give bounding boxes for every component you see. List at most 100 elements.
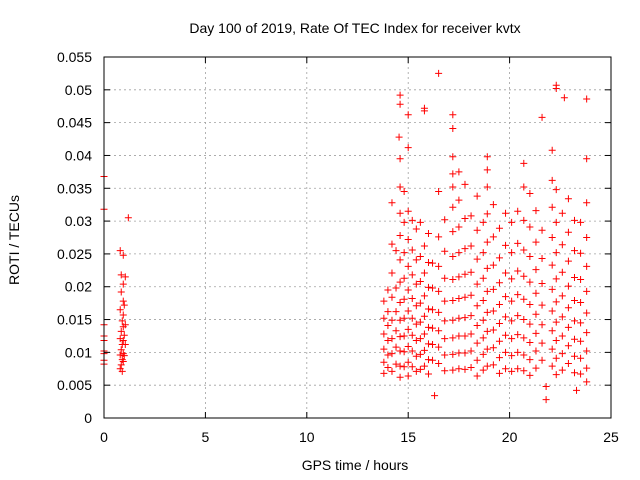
data-point — [558, 209, 566, 217]
data-point — [461, 293, 469, 301]
data-point — [395, 133, 403, 141]
data-point — [455, 314, 463, 322]
data-point — [441, 351, 449, 359]
data-point — [435, 69, 443, 77]
data-point — [514, 291, 522, 299]
data-point — [449, 350, 457, 358]
data-point — [408, 271, 416, 279]
data-point — [412, 320, 420, 328]
data-point — [552, 354, 560, 362]
data-point — [420, 312, 428, 320]
data-point — [420, 242, 428, 250]
data-point — [449, 170, 457, 178]
data-point — [400, 188, 408, 196]
data-point — [416, 218, 424, 226]
data-point — [116, 351, 124, 359]
data-point — [400, 332, 408, 340]
data-point — [119, 337, 127, 345]
y-tick-label: 0.02 — [65, 279, 92, 295]
data-point — [495, 319, 503, 327]
data-point — [532, 266, 540, 274]
data-point — [552, 318, 560, 326]
data-point — [502, 241, 510, 249]
grid-lines — [104, 57, 611, 418]
data-point — [121, 340, 129, 348]
data-point — [508, 297, 516, 305]
data-point — [116, 306, 124, 314]
data-point — [564, 228, 572, 236]
data-point — [473, 372, 481, 380]
data-point — [461, 245, 469, 253]
data-point — [429, 284, 437, 292]
data-point — [548, 327, 556, 335]
plot-frame — [103, 56, 612, 419]
data-point — [455, 332, 463, 340]
data-point — [548, 362, 556, 370]
data-point — [404, 342, 412, 350]
data-point — [532, 364, 540, 372]
x-tick-label: 0 — [100, 429, 108, 445]
data-point — [435, 233, 443, 241]
data-point — [435, 343, 443, 351]
data-point — [461, 314, 469, 322]
data-point — [429, 324, 437, 332]
data-point — [455, 295, 463, 303]
data-point — [455, 223, 463, 231]
data-point — [388, 335, 396, 343]
data-point — [455, 349, 463, 357]
data-point — [479, 297, 487, 305]
data-point — [520, 183, 528, 191]
data-point — [404, 207, 412, 215]
data-point — [467, 291, 475, 299]
data-point — [429, 259, 437, 267]
y-tick-label: 0.005 — [57, 377, 92, 393]
data-point — [526, 371, 534, 379]
data-point — [461, 365, 469, 373]
data-point — [495, 224, 503, 232]
data-point — [489, 261, 497, 269]
data-point — [404, 307, 412, 315]
data-point — [520, 334, 528, 342]
data-point — [441, 297, 449, 305]
data-point — [508, 218, 516, 226]
data-point — [583, 329, 591, 337]
data-point — [532, 289, 540, 297]
data-point — [538, 339, 546, 347]
data-point — [396, 347, 404, 355]
data-point — [548, 307, 556, 315]
data-point — [583, 364, 591, 372]
data-point — [408, 295, 416, 303]
data-point — [479, 334, 487, 342]
x-tick-label: 15 — [400, 429, 416, 445]
data-point — [380, 358, 388, 366]
data-point — [467, 312, 475, 320]
data-point — [441, 247, 449, 255]
data-point — [424, 340, 432, 348]
data-point — [416, 335, 424, 343]
data-point — [552, 218, 560, 226]
data-point — [384, 363, 392, 371]
data-point — [412, 280, 420, 288]
data-point — [577, 298, 585, 306]
data-point — [384, 321, 392, 329]
data-point — [467, 363, 475, 371]
data-point — [119, 297, 127, 305]
data-point — [552, 275, 560, 283]
data-point — [483, 210, 491, 218]
data-point — [526, 300, 534, 308]
data-point — [532, 347, 540, 355]
data-point — [449, 125, 457, 133]
data-point — [396, 100, 404, 108]
data-point — [483, 327, 491, 335]
data-point — [473, 226, 481, 234]
data-point — [117, 271, 125, 279]
data-point — [570, 247, 578, 255]
x-tick-label: 5 — [202, 429, 210, 445]
data-point — [560, 94, 568, 102]
data-point — [520, 159, 528, 167]
y-tick-label: 0.03 — [65, 213, 92, 229]
data-point — [558, 350, 566, 358]
data-point — [388, 240, 396, 248]
data-point — [508, 317, 516, 325]
data-point — [508, 249, 516, 257]
